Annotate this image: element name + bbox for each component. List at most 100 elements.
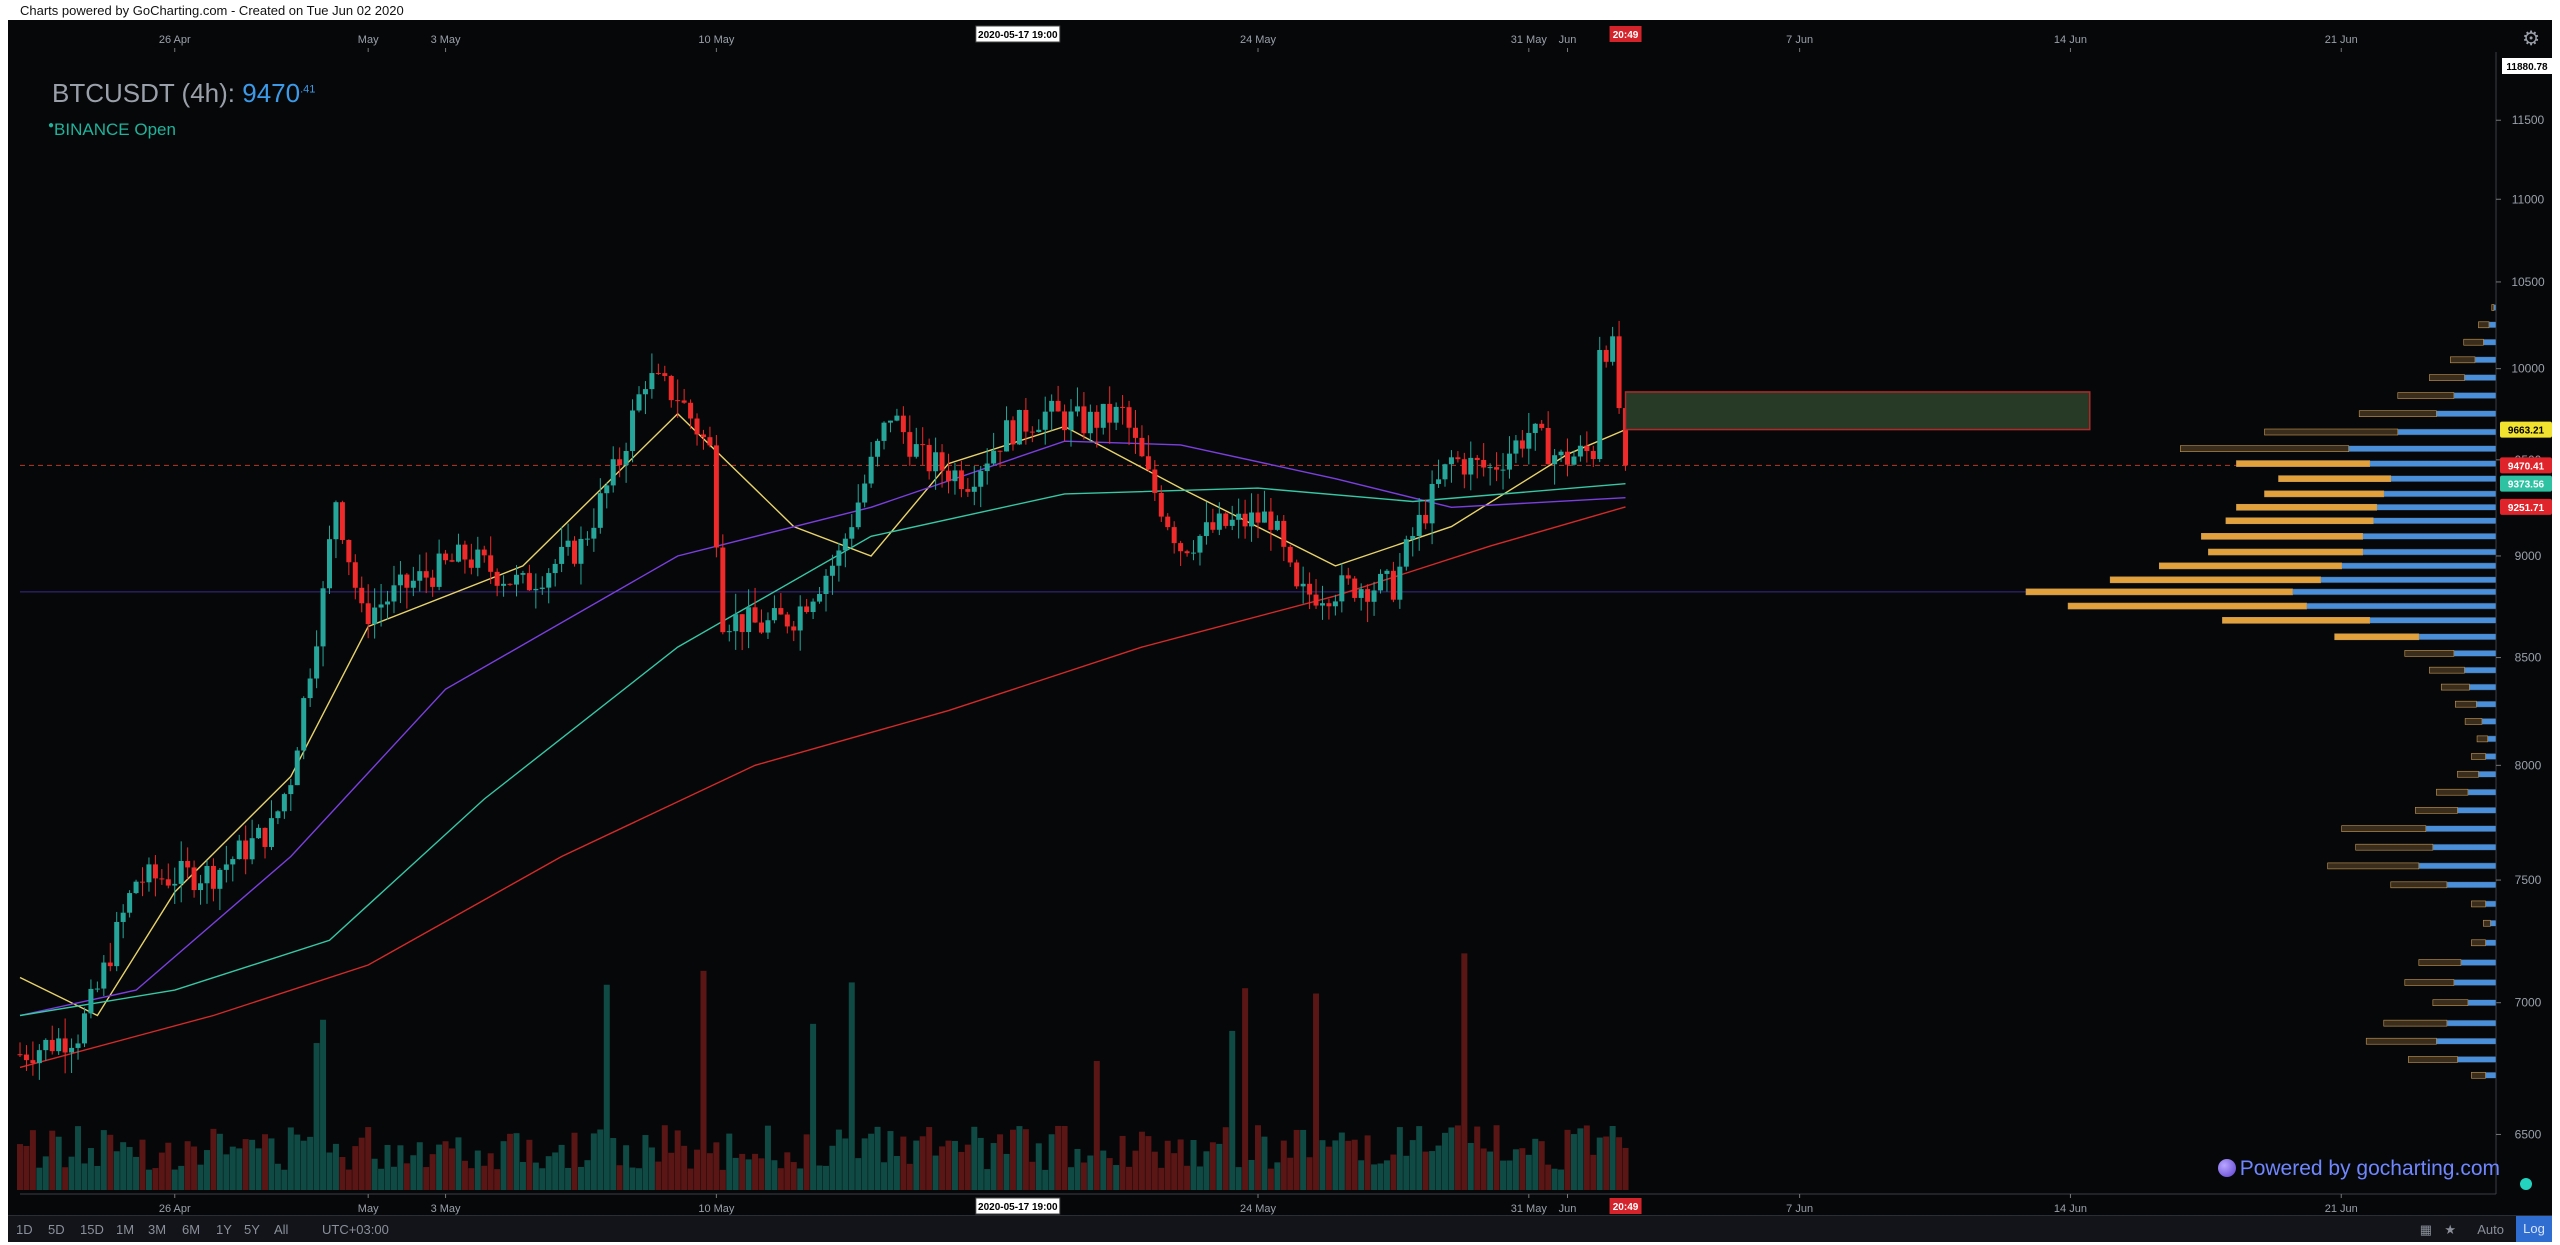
candle-body[interactable]: [1216, 513, 1222, 530]
candle-body[interactable]: [94, 988, 100, 990]
candle-body[interactable]: [720, 547, 726, 633]
candle-body[interactable]: [262, 827, 268, 847]
candle-body[interactable]: [1378, 573, 1384, 591]
candle-body[interactable]: [694, 418, 700, 435]
candle-body[interactable]: [842, 538, 848, 551]
candle-body[interactable]: [1481, 459, 1487, 468]
log-scale-button[interactable]: Log: [2516, 1216, 2552, 1242]
candle-body[interactable]: [1410, 536, 1416, 540]
candle-body[interactable]: [1616, 336, 1622, 409]
candle-body[interactable]: [933, 452, 939, 472]
candle-body[interactable]: [378, 604, 384, 608]
candle-body[interactable]: [481, 549, 487, 556]
candle-body[interactable]: [288, 785, 294, 795]
candle-body[interactable]: [1423, 514, 1429, 524]
candle-body[interactable]: [120, 912, 126, 922]
candle-body[interactable]: [920, 444, 926, 446]
candle-body[interactable]: [513, 574, 519, 585]
candle-body[interactable]: [1494, 467, 1500, 470]
candle-body[interactable]: [668, 375, 674, 401]
candle-body[interactable]: [1223, 513, 1229, 526]
candle-body[interactable]: [875, 440, 881, 457]
candle-body[interactable]: [610, 459, 616, 486]
candle-body[interactable]: [1094, 411, 1100, 428]
candle-body[interactable]: [584, 538, 590, 540]
candle-body[interactable]: [359, 587, 365, 604]
candle-body[interactable]: [1087, 411, 1093, 434]
candle-body[interactable]: [1506, 453, 1512, 470]
candle-body[interactable]: [855, 502, 861, 528]
candle-body[interactable]: [230, 859, 236, 865]
candle-body[interactable]: [778, 608, 784, 615]
candle-body[interactable]: [1513, 440, 1519, 454]
auto-scale-button[interactable]: Auto: [2477, 1222, 2504, 1237]
candle-body[interactable]: [436, 553, 442, 587]
candle-body[interactable]: [1158, 492, 1164, 517]
candle-body[interactable]: [700, 434, 706, 438]
candle-body[interactable]: [1287, 546, 1293, 563]
candle-body[interactable]: [1145, 456, 1151, 470]
candle-body[interactable]: [765, 620, 771, 633]
candle-body[interactable]: [1403, 539, 1409, 567]
candle-body[interactable]: [707, 437, 713, 446]
range-button-1m[interactable]: 1M: [116, 1222, 135, 1237]
candle-body[interactable]: [1236, 513, 1242, 520]
candle-body[interactable]: [984, 463, 990, 472]
candle-body[interactable]: [365, 603, 371, 625]
candle-body[interactable]: [1358, 589, 1364, 598]
candle-body[interactable]: [1448, 457, 1454, 465]
candle-body[interactable]: [965, 489, 971, 492]
candle-body[interactable]: [69, 1047, 75, 1053]
candle-body[interactable]: [372, 607, 378, 625]
candle-body[interactable]: [339, 502, 345, 540]
candle-body[interactable]: [726, 631, 732, 633]
candle-body[interactable]: [1384, 570, 1390, 574]
candle-body[interactable]: [204, 865, 210, 884]
candle-body[interactable]: [1074, 406, 1080, 412]
candle-body[interactable]: [1474, 457, 1480, 460]
candle-body[interactable]: [468, 559, 474, 568]
gear-icon[interactable]: ⚙: [2522, 28, 2540, 50]
candle-body[interactable]: [210, 865, 216, 889]
candle-body[interactable]: [1461, 459, 1467, 475]
candle-body[interactable]: [952, 470, 958, 482]
candle-body[interactable]: [462, 544, 468, 560]
candle-body[interactable]: [810, 601, 816, 612]
candle-body[interactable]: [49, 1039, 55, 1052]
candle-body[interactable]: [681, 400, 687, 403]
candle-body[interactable]: [127, 893, 133, 913]
candle-body[interactable]: [488, 555, 494, 572]
candle-body[interactable]: [759, 622, 765, 633]
candle-body[interactable]: [36, 1050, 42, 1064]
candle-body[interactable]: [1055, 400, 1061, 412]
candle-body[interactable]: [1345, 575, 1351, 579]
candle-body[interactable]: [352, 562, 358, 588]
candle-body[interactable]: [410, 580, 416, 588]
candle-body[interactable]: [1294, 562, 1300, 587]
grid-icon[interactable]: ▦: [2419, 1222, 2432, 1237]
candle-body[interactable]: [1558, 451, 1564, 456]
candle-body[interactable]: [249, 838, 255, 860]
candle-body[interactable]: [430, 577, 436, 587]
range-button-1d[interactable]: 1D: [16, 1222, 33, 1237]
candle-body[interactable]: [191, 867, 197, 891]
candle-body[interactable]: [346, 539, 352, 563]
candle-body[interactable]: [623, 451, 629, 466]
candle-body[interactable]: [1042, 411, 1048, 430]
candle-body[interactable]: [1455, 457, 1461, 460]
candle-body[interactable]: [662, 373, 668, 376]
candle-body[interactable]: [971, 486, 977, 492]
candle-body[interactable]: [997, 450, 1003, 452]
candle-body[interactable]: [752, 607, 758, 623]
candle-body[interactable]: [165, 879, 171, 886]
candle-body[interactable]: [1577, 445, 1583, 457]
candle-body[interactable]: [823, 575, 829, 594]
candle-body[interactable]: [1004, 420, 1010, 452]
candle-body[interactable]: [268, 818, 274, 847]
candle-body[interactable]: [1526, 432, 1532, 449]
candle-body[interactable]: [1545, 427, 1551, 465]
target-zone-box[interactable]: [1624, 391, 2091, 431]
candle-body[interactable]: [1120, 406, 1126, 408]
candle-body[interactable]: [1623, 408, 1629, 466]
candle-body[interactable]: [946, 470, 951, 482]
